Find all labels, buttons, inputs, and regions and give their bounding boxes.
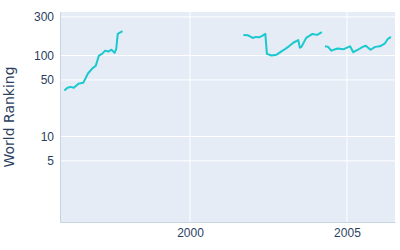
y-tick: 10 <box>41 130 60 144</box>
y-grid-line <box>60 16 395 17</box>
x-tick: 2005 <box>334 222 361 240</box>
y-tick: 5 <box>47 154 60 168</box>
x-axis-line <box>61 222 396 223</box>
y-tick-label: 5 <box>47 154 54 168</box>
x-tick-label: 2000 <box>177 226 204 240</box>
y-axis-line <box>60 13 61 223</box>
grid <box>60 12 395 222</box>
y-tick-label: 50 <box>41 73 55 87</box>
y-axis: 5 10 50 100 300 <box>34 10 61 222</box>
ranking-line <box>64 31 391 90</box>
x-tick-label: 2005 <box>334 226 361 240</box>
chart: 2000 2005 5 10 50 100 300 World Ranking <box>0 0 400 250</box>
x-grid-line <box>346 12 347 222</box>
y-grid-line <box>60 79 395 80</box>
x-tick: 2000 <box>177 222 204 240</box>
x-grid-line <box>189 12 190 222</box>
plot-background <box>60 12 395 222</box>
y-tick-label: 100 <box>34 49 54 63</box>
y-grid-line <box>60 136 395 137</box>
y-tick: 50 <box>41 73 60 87</box>
y-tick: 100 <box>34 49 60 63</box>
x-axis: 2000 2005 <box>61 222 396 240</box>
marks <box>64 31 391 90</box>
y-tick-label: 10 <box>41 130 55 144</box>
y-tick-label: 300 <box>34 10 54 24</box>
y-axis-title: World Ranking <box>1 66 17 167</box>
y-grid-line <box>60 55 395 56</box>
y-grid-line <box>60 160 395 161</box>
y-tick: 300 <box>34 10 60 24</box>
